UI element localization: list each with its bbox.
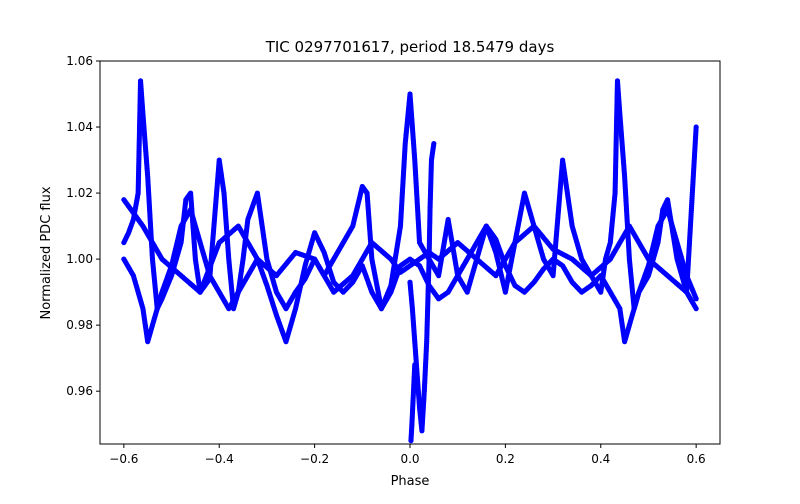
series-1: [121, 206, 699, 345]
data-point: [693, 296, 699, 302]
y-axis-label: Normalized PDC flux: [39, 186, 54, 319]
series-2: [121, 197, 699, 312]
y-tick-label: 1.00: [66, 252, 93, 266]
data-point: [693, 124, 699, 130]
y-tick-label: 1.02: [66, 186, 93, 200]
x-tick-label: −0.6: [109, 452, 138, 466]
x-tick-label: −0.4: [205, 452, 234, 466]
data-point: [412, 362, 418, 368]
x-tick-label: 0.0: [400, 452, 419, 466]
data-point: [693, 306, 699, 312]
chart-title: TIC 0297701617, period 18.5479 days: [265, 38, 555, 56]
y-tick-label: 1.06: [66, 54, 93, 68]
series-4: [408, 362, 418, 444]
x-tick-label: −0.2: [300, 452, 329, 466]
x-axis-label: Phase: [391, 474, 430, 489]
data-point: [431, 140, 437, 147]
axes: −0.6 −0.4 −0.2 0.0 0.2 0.4 0.6 0.96 0.98 1.00 1.02…: [66, 54, 721, 466]
x-tick-label: 0.2: [496, 452, 515, 466]
y-tick-label: 0.96: [66, 384, 93, 398]
x-tick-label: 0.6: [687, 452, 706, 466]
data-points: [121, 78, 699, 444]
y-tick-label: 0.98: [66, 318, 93, 332]
x-tick-label: 0.4: [591, 452, 610, 466]
y-tick-label: 1.04: [66, 120, 93, 134]
